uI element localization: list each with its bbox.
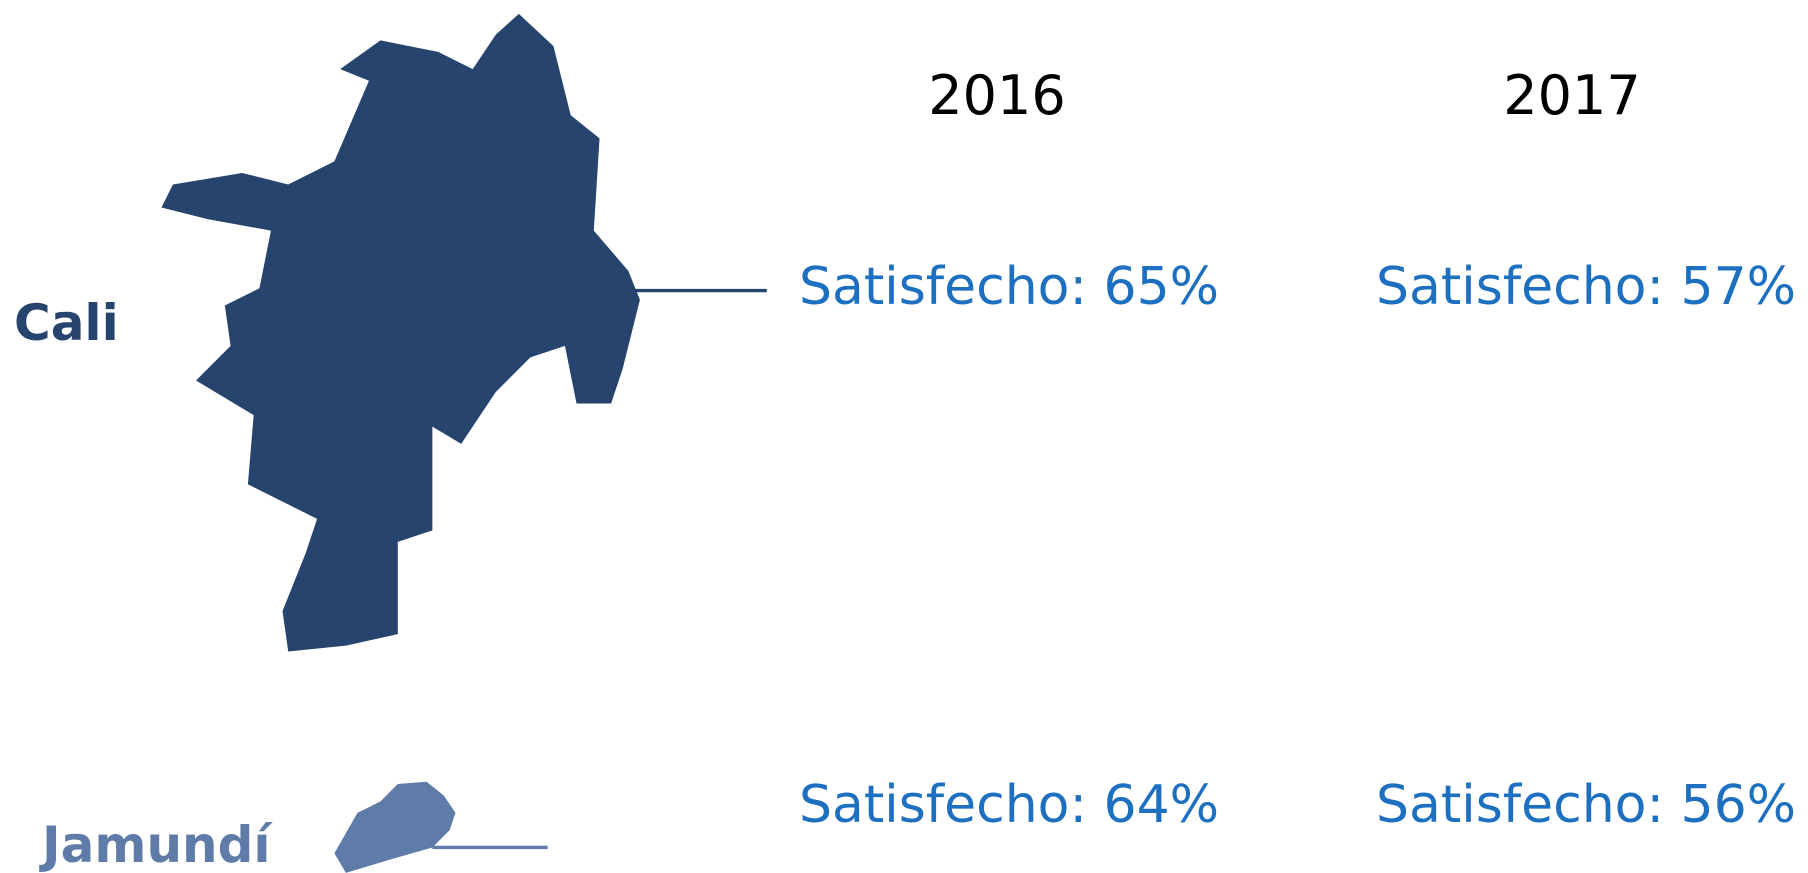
jamundi-map xyxy=(334,781,456,873)
satisfaction-value: Satisfecho: 65% xyxy=(799,257,1219,317)
column-header: 2016 xyxy=(928,64,1065,127)
place-label: Jamundí xyxy=(39,816,273,873)
satisfaction-value: Satisfecho: 64% xyxy=(799,775,1219,835)
column-header: 2017 xyxy=(1503,64,1640,127)
satisfaction-value: Satisfecho: 56% xyxy=(1376,775,1796,835)
place-label: Cali xyxy=(14,294,119,352)
cali-map xyxy=(161,13,640,652)
maps xyxy=(161,13,767,873)
satisfaction-value: Satisfecho: 57% xyxy=(1376,257,1796,317)
